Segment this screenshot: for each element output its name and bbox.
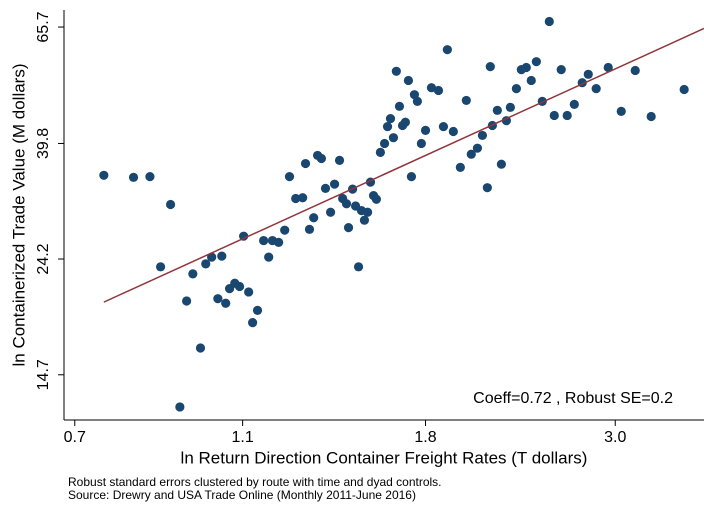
- point: [583, 69, 593, 79]
- point: [562, 110, 572, 121]
- point: [375, 147, 385, 157]
- point: [195, 343, 206, 353]
- point: [394, 101, 405, 111]
- point: [616, 106, 626, 116]
- point: [472, 143, 483, 153]
- point: [501, 116, 512, 126]
- note: Robust standard errors clustered by rout…: [68, 475, 442, 489]
- point: [455, 162, 465, 173]
- point: [461, 95, 471, 106]
- point: [388, 133, 399, 143]
- point: [309, 213, 319, 223]
- point: [213, 294, 223, 304]
- point: [505, 102, 515, 112]
- point: [426, 83, 437, 93]
- point: [165, 199, 176, 210]
- point: [492, 105, 502, 115]
- point: [496, 159, 506, 169]
- x-tick-label: 3.0: [604, 429, 626, 446]
- point: [201, 259, 211, 269]
- point: [448, 126, 458, 137]
- point: [128, 172, 139, 182]
- x-axis-title: ln Return Direction Container Freight Ra…: [181, 448, 588, 467]
- point: [569, 99, 579, 109]
- y-tick-label: 14.7: [35, 359, 52, 390]
- point: [304, 224, 315, 234]
- y-axis-title: ln Containerized Trade Value (M dollars): [9, 64, 28, 367]
- point: [244, 287, 254, 297]
- point: [291, 193, 301, 204]
- point: [385, 113, 396, 124]
- point: [343, 223, 354, 233]
- point: [259, 235, 269, 246]
- point: [298, 193, 308, 203]
- point: [359, 215, 370, 225]
- point: [591, 84, 601, 94]
- point: [264, 252, 274, 262]
- point: [403, 75, 414, 86]
- point: [371, 194, 382, 204]
- point: [420, 125, 431, 136]
- point: [284, 172, 295, 182]
- point: [316, 153, 327, 164]
- point: [248, 318, 258, 328]
- point: [433, 85, 444, 96]
- point: [521, 62, 531, 73]
- x-tick-label: 0.7: [64, 429, 86, 446]
- point: [234, 281, 245, 292]
- point: [477, 130, 488, 141]
- note: Source: Drewry and USA Trade Online (Mon…: [68, 488, 416, 502]
- point: [511, 84, 521, 94]
- point: [320, 183, 331, 193]
- point: [549, 110, 559, 121]
- point: [252, 305, 263, 315]
- point: [416, 138, 426, 149]
- point: [406, 172, 417, 182]
- point: [679, 84, 689, 95]
- point: [379, 138, 390, 149]
- point: [482, 183, 492, 193]
- fit-line: [103, 27, 704, 303]
- point: [438, 121, 449, 132]
- point: [544, 16, 554, 27]
- point: [175, 402, 185, 412]
- point: [325, 207, 336, 217]
- point: [353, 262, 364, 272]
- point: [341, 199, 352, 209]
- point: [155, 262, 166, 272]
- point: [145, 172, 155, 182]
- point: [300, 158, 311, 169]
- point: [526, 75, 536, 86]
- point: [531, 57, 541, 67]
- y-tick-label: 24.2: [35, 243, 52, 274]
- point: [221, 298, 231, 308]
- point: [485, 62, 495, 72]
- x-tick-label: 1.1: [231, 429, 253, 446]
- point: [466, 149, 476, 159]
- point: [217, 251, 227, 261]
- point: [99, 170, 109, 180]
- point: [334, 155, 345, 165]
- point: [646, 111, 656, 122]
- point: [556, 64, 566, 75]
- point: [412, 96, 422, 106]
- point: [362, 207, 373, 217]
- point: [280, 225, 290, 235]
- point: [400, 117, 410, 127]
- x-tick-label: 1.8: [414, 429, 436, 446]
- point: [630, 65, 640, 76]
- point: [442, 45, 452, 55]
- point: [239, 231, 249, 241]
- y-tick-label: 65.7: [35, 11, 52, 42]
- point: [603, 62, 613, 73]
- y-tick-label: 39.8: [35, 128, 52, 159]
- point: [182, 296, 192, 306]
- point: [329, 179, 340, 189]
- point: [391, 66, 401, 76]
- point: [382, 121, 393, 132]
- point: [274, 237, 284, 247]
- point: [188, 269, 198, 279]
- annotation: Coeff=0.72 , Robust SE=0.2: [473, 390, 673, 407]
